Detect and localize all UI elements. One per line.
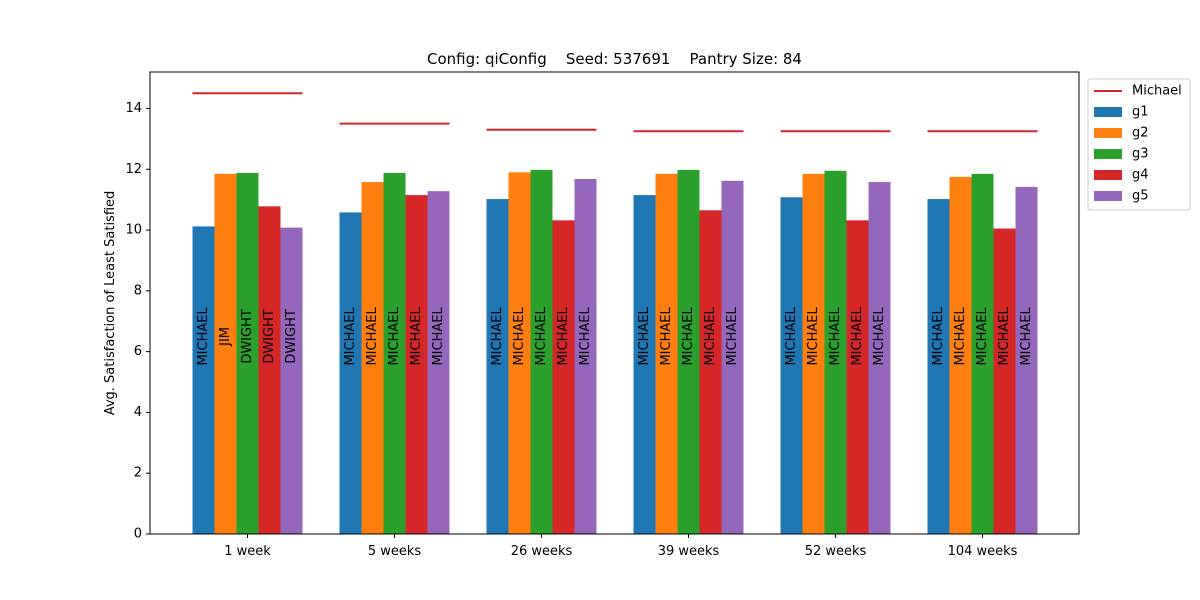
bar-label: MICHAEL bbox=[490, 307, 505, 366]
bar-g5-5 bbox=[1015, 186, 1038, 535]
bar-label: MICHAEL bbox=[703, 307, 718, 366]
bar-g4-5 bbox=[993, 228, 1016, 534]
x-tick-label: 52 weeks bbox=[805, 544, 867, 559]
bar-label: MICHAEL bbox=[534, 307, 549, 366]
bar-g5-2 bbox=[574, 178, 597, 534]
bar-g3-2 bbox=[530, 169, 553, 535]
bar-label: MICHAEL bbox=[556, 307, 571, 366]
bar-g2-2 bbox=[508, 172, 531, 535]
legend-swatch bbox=[1094, 191, 1122, 201]
y-tick-label: 8 bbox=[134, 283, 142, 298]
bar-label: MICHAEL bbox=[872, 307, 887, 366]
bar-g3-5 bbox=[971, 173, 994, 534]
bar-g1-1 bbox=[339, 212, 362, 534]
chart-title: Config: qiConfig Seed: 537691 Pantry Siz… bbox=[427, 50, 802, 68]
y-axis-label: Avg. Satisfaction of Least Satisfied bbox=[103, 191, 118, 416]
bar-g5-4 bbox=[868, 182, 891, 535]
legend-swatch bbox=[1094, 149, 1122, 159]
y-tick-label: 0 bbox=[134, 527, 142, 542]
legend-label: g2 bbox=[1132, 126, 1149, 141]
bar-label: MICHAEL bbox=[365, 307, 380, 366]
bar-g1-3 bbox=[633, 195, 656, 534]
bar-label: MICHAEL bbox=[850, 307, 865, 366]
bar-g5-1 bbox=[427, 191, 450, 534]
bar-label: MICHAEL bbox=[659, 307, 674, 366]
legend-label: g1 bbox=[1132, 105, 1149, 120]
bar-g2-0 bbox=[214, 173, 237, 534]
bar-label: DWIGHT bbox=[284, 309, 299, 364]
bar-label: MICHAEL bbox=[681, 307, 696, 366]
bar-g4-2 bbox=[552, 220, 575, 535]
legend-label: Michael bbox=[1132, 84, 1182, 99]
bar-g2-5 bbox=[949, 176, 972, 534]
bar-label: MICHAEL bbox=[196, 307, 211, 366]
x-tick-label: 26 weeks bbox=[511, 544, 573, 559]
bar-g1-2 bbox=[486, 199, 509, 535]
legend-swatch bbox=[1094, 107, 1122, 117]
bar-label: MICHAEL bbox=[387, 307, 402, 366]
axes: 0 2 4 6 8 10 12 14 1 week 5 weeks 26 weeks 39 weeks… bbox=[125, 101, 1017, 559]
bar-g3-3 bbox=[677, 169, 700, 535]
bar-label: MICHAEL bbox=[828, 307, 843, 366]
plot-frame bbox=[149, 71, 1080, 535]
bar-g4-0 bbox=[258, 206, 281, 535]
x-tick-label: 5 weeks bbox=[368, 544, 422, 559]
bar-g2-1 bbox=[361, 182, 384, 535]
bar-label: MICHAEL bbox=[784, 307, 799, 366]
bar-g3-0 bbox=[236, 172, 259, 534]
bar-g4-3 bbox=[699, 210, 722, 534]
bar-label: MICHAEL bbox=[1019, 307, 1034, 366]
bar-g3-4 bbox=[824, 170, 847, 534]
bar-label: MICHAEL bbox=[806, 307, 821, 366]
bar-label: MICHAEL bbox=[975, 307, 990, 366]
legend-label: g4 bbox=[1132, 168, 1149, 183]
y-tick-label: 2 bbox=[134, 466, 142, 481]
bar-g2-4 bbox=[802, 173, 825, 534]
legend-label: g3 bbox=[1132, 147, 1149, 162]
bar-g2-3 bbox=[655, 173, 678, 534]
y-tick-label: 4 bbox=[134, 405, 142, 420]
x-tick-label: 1 week bbox=[224, 544, 271, 559]
bar-label: MICHAEL bbox=[343, 307, 358, 366]
y-tick-label: 14 bbox=[125, 101, 142, 116]
bar-g1-5 bbox=[927, 199, 950, 535]
x-tick-label: 39 weeks bbox=[658, 544, 720, 559]
bar-g1-4 bbox=[780, 197, 803, 534]
bar-label: MICHAEL bbox=[953, 307, 968, 366]
bar-label: DWIGHT bbox=[240, 309, 255, 364]
legend-swatch bbox=[1094, 128, 1122, 138]
bar-label: MICHAEL bbox=[725, 307, 740, 366]
bar-g5-0 bbox=[280, 227, 303, 535]
bar-label: MICHAEL bbox=[409, 307, 424, 366]
bar-g4-4 bbox=[846, 220, 869, 535]
x-tick-label: 104 weeks bbox=[948, 544, 1018, 559]
bar-g5-3 bbox=[721, 180, 744, 534]
bar-g4-1 bbox=[405, 195, 428, 534]
bar-label: MICHAEL bbox=[997, 307, 1012, 366]
legend-swatch bbox=[1094, 170, 1122, 180]
plot-area: MICHAEL MICHAEL MICHAEL MICHAEL MICHAEL MICHA… bbox=[192, 92, 1038, 535]
bar-g3-1 bbox=[383, 172, 406, 534]
y-tick-label: 6 bbox=[134, 344, 142, 359]
legend: Michael g1 g2 g3 g4 g5 bbox=[1087, 78, 1191, 211]
bar-label: MICHAEL bbox=[512, 307, 527, 366]
y-tick-label: 10 bbox=[125, 223, 142, 238]
bar-label: MICHAEL bbox=[637, 307, 652, 366]
bar-label: MICHAEL bbox=[931, 307, 946, 366]
bar-label: DWIGHT bbox=[262, 309, 277, 364]
bar-label: JIM bbox=[218, 327, 233, 347]
bar-g1-0 bbox=[192, 226, 215, 534]
bar-label: MICHAEL bbox=[431, 307, 446, 366]
bar-label: MICHAEL bbox=[578, 307, 593, 366]
legend-label: g5 bbox=[1132, 189, 1149, 204]
y-tick-label: 12 bbox=[125, 162, 142, 177]
